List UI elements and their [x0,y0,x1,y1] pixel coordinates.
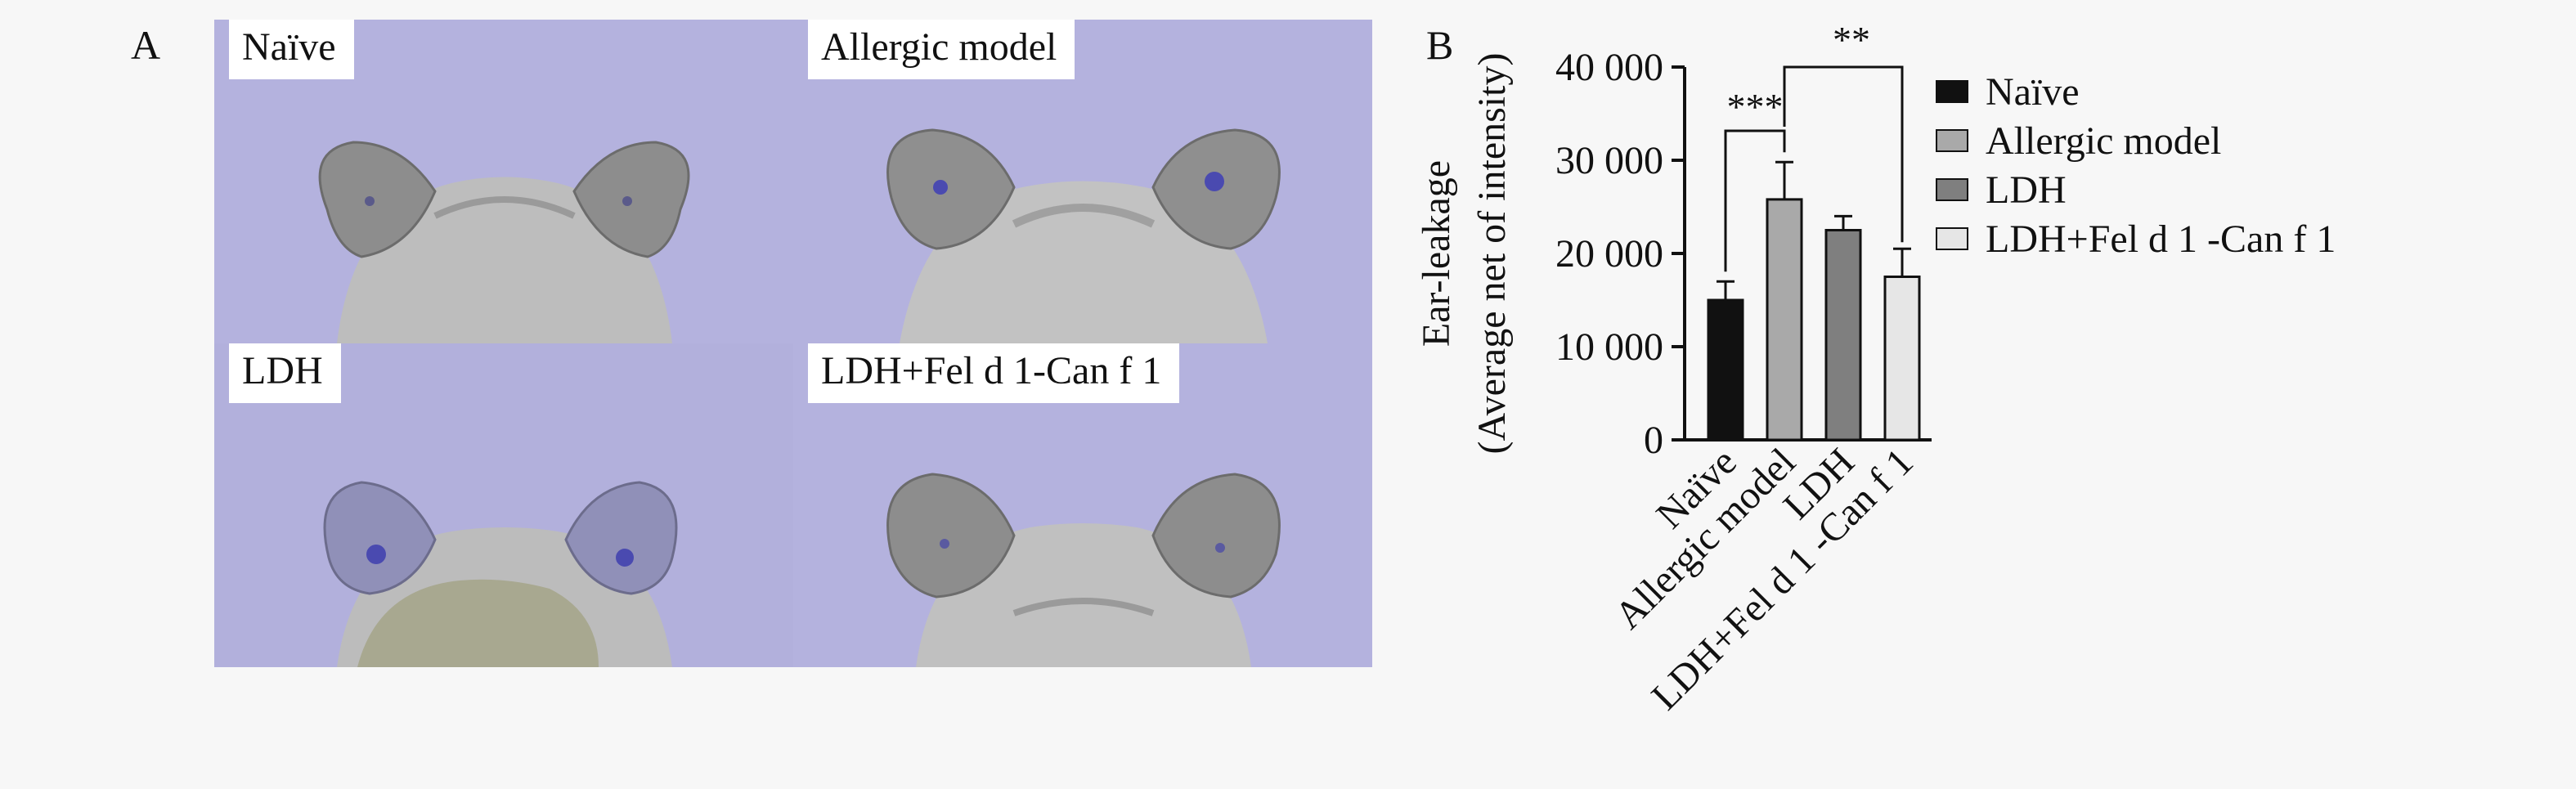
bar-2 [1824,229,1862,442]
legend-label-2: LDH [1986,168,2067,212]
photo-label-allergic-model: Allergic model [808,20,1075,80]
y-tick-label: 30 000 [1555,139,1663,182]
y-axis-title-line2: (Average net of intensity) [1470,53,1514,455]
y-axis-title-line1: Ear-leakage [1415,160,1458,347]
photo-label-ldh: LDH [229,343,341,404]
panel-a-letter: A [131,22,161,68]
legend-swatch-1 [1936,129,1968,152]
photo-label-ldh-fel-d1-can-f1: LDH+Fel d 1-Can f 1 [808,343,1180,404]
legend-swatch-3 [1936,227,1968,250]
legend-label-0: Naïve [1986,70,2080,114]
photo-ldh-fel-d1-can-f1: LDH+Fel d 1-Can f 1 [793,343,1372,667]
legend-swatch-0 [1936,80,1968,103]
legend-label-1: Allergic model [1986,119,2221,163]
significance-bracket-1 [1783,65,1904,243]
y-tick-label: 0 [1644,419,1663,462]
bar-0 [1707,298,1744,442]
y-tick-label: 40 000 [1555,46,1663,89]
legend-swatch-2 [1936,178,1968,201]
photo-ldh: LDH [214,343,793,667]
y-tick-label: 10 000 [1555,325,1663,369]
legend-label-3: LDH+Fel d 1 -Can f 1 [1986,217,2336,261]
photo-naive: Naïve [214,20,793,343]
y-tick-label: 20 000 [1555,232,1663,276]
photo-label-naive: Naïve [229,20,354,80]
bar-3 [1883,276,1921,442]
significance-bracket-0 [1724,129,1786,272]
significance-label-1: ** [1833,19,1870,61]
bar-1 [1766,198,1803,442]
significance-label-0: *** [1727,86,1784,128]
ear-photo-grid: Naïve Allergic model LDH [214,20,1372,667]
panel-b-letter: B [1426,22,1454,68]
photo-allergic-model: Allergic model [793,20,1372,343]
